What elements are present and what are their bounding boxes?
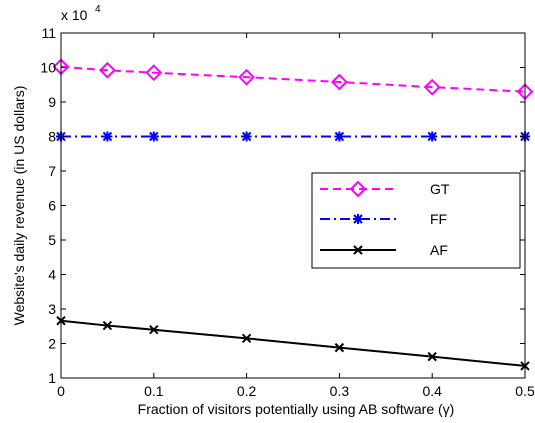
y-multiplier-exponent: 4 <box>95 4 101 15</box>
x-marker-stroke <box>241 333 252 344</box>
y-tick-label: 7 <box>48 163 56 179</box>
x-marker-stroke <box>102 320 113 331</box>
legend-marker-af <box>353 245 363 255</box>
y-tick-label: 8 <box>48 129 56 145</box>
legend-label-ff: FF <box>430 211 447 227</box>
data-point-gt <box>145 64 163 82</box>
legend: GT FF AF <box>311 172 521 269</box>
asterisk-marker-stroke <box>241 131 252 142</box>
data-point-ff <box>102 131 113 142</box>
diamond-marker-shape <box>330 73 348 91</box>
y-tick-label: 6 <box>48 198 56 214</box>
legend-marker-gt <box>349 180 367 198</box>
legend-item-gt: GT <box>320 180 450 198</box>
diamond-marker-shape <box>349 180 367 198</box>
data-point-ff <box>334 131 345 142</box>
data-point-gt <box>330 73 348 91</box>
x-tick-label: 0 <box>57 383 65 399</box>
x-tick-label: 0.4 <box>422 383 442 399</box>
x-tick-label: 0.5 <box>515 383 535 399</box>
y-tick-label: 9 <box>48 94 56 110</box>
legend-label-af: AF <box>430 242 448 258</box>
x-marker-stroke <box>149 324 159 335</box>
asterisk-marker-stroke <box>334 131 345 142</box>
data-point-gt <box>98 61 116 79</box>
x-marker-stroke <box>353 245 363 255</box>
x-tick-label: 0.3 <box>330 383 350 399</box>
legend-item-ff: FF <box>320 211 447 227</box>
x-marker-stroke <box>427 351 437 362</box>
data-point-gt <box>423 78 441 96</box>
y-multiplier-label: x 10 <box>61 7 88 23</box>
series-line-gt <box>60 65 526 93</box>
y-tick-label: 3 <box>48 301 56 317</box>
y-axis-label: Website's daily revenue (in US dollars) <box>11 86 27 326</box>
asterisk-marker-stroke <box>102 131 113 142</box>
legend-marker-ff <box>353 214 363 224</box>
legend-label-gt: GT <box>430 181 450 197</box>
asterisk-marker-stroke <box>427 131 437 142</box>
y-tick-label: 2 <box>48 336 56 352</box>
x-marker-stroke <box>334 342 345 353</box>
data-point-ff <box>241 131 252 142</box>
y-tick-label: 11 <box>41 25 56 41</box>
data-point-ff <box>148 131 159 142</box>
data-point-af <box>149 324 159 335</box>
y-tick-label: 1 <box>48 370 56 386</box>
diamond-marker-shape <box>98 61 116 79</box>
data-point-ff <box>427 131 438 142</box>
x-axis-label: Fraction of visitors potentially using A… <box>138 401 455 417</box>
y-tick-label: 10 <box>40 60 56 76</box>
data-point-af <box>102 320 113 331</box>
y-tick-label: 4 <box>48 267 56 283</box>
legend-item-af: AF <box>320 242 448 258</box>
y-tick-label: 5 <box>48 232 56 248</box>
diamond-marker-shape <box>145 64 163 82</box>
legend-box <box>311 172 521 269</box>
asterisk-marker-stroke <box>149 131 159 142</box>
x-tick-label: 0.1 <box>144 383 164 399</box>
data-point-af <box>241 333 252 344</box>
data-point-af <box>427 351 437 362</box>
diamond-marker-shape <box>238 68 256 86</box>
data-point-gt <box>238 68 256 86</box>
x-tick-label: 0.2 <box>237 383 257 399</box>
asterisk-marker-stroke <box>353 214 363 224</box>
diamond-marker-shape <box>423 78 441 96</box>
data-point-af <box>334 342 345 353</box>
